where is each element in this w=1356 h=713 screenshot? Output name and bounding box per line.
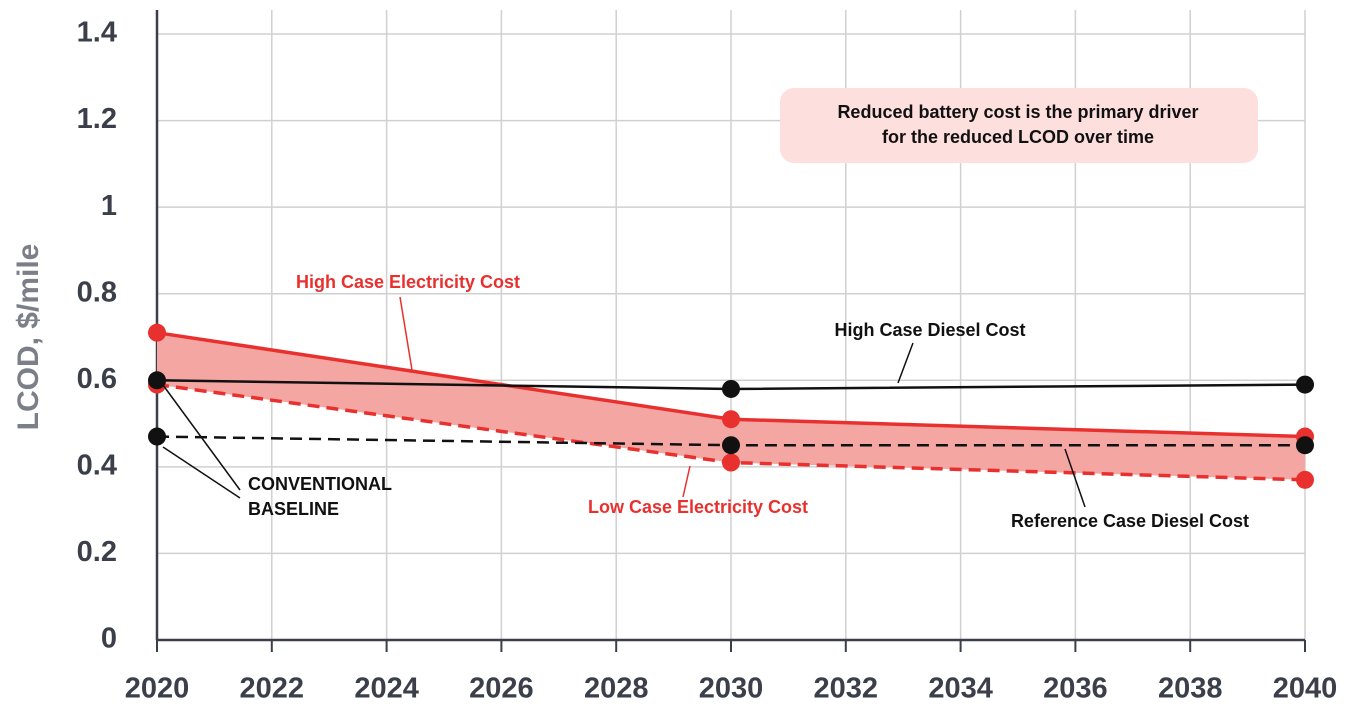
x-tick-label: 2040 (1273, 673, 1338, 705)
point (722, 453, 740, 472)
cost-band (157, 332, 1305, 480)
series-label: Reference Case Diesel Cost (1011, 511, 1249, 531)
y-tick-label: 0.6 (77, 363, 117, 395)
annotation: Reduced battery cost is the primary driv… (837, 102, 1198, 122)
x-tick-label: 2032 (814, 673, 879, 705)
leader-line (162, 446, 241, 499)
leader-line (897, 342, 914, 384)
point (722, 436, 740, 455)
x-tick-label: 2026 (469, 673, 534, 705)
series-label: Low Case Electricity Cost (588, 497, 808, 517)
y-tick-label: 1.2 (77, 103, 117, 135)
x-tick-label: 2036 (1043, 673, 1108, 705)
leader-line (682, 465, 691, 498)
point (1296, 436, 1314, 455)
callout-box (780, 88, 1258, 163)
x-tick-label: 2034 (928, 673, 993, 705)
x-tick-label: 2024 (354, 673, 419, 705)
y-tick-label: 0.4 (77, 450, 117, 482)
annotation: BASELINE (248, 499, 339, 519)
y-tick-label: 0.2 (77, 536, 117, 568)
point (148, 427, 166, 446)
leader-line (162, 384, 241, 491)
series-label: High Case Diesel Cost (834, 320, 1025, 340)
y-tick-label: 1 (101, 190, 117, 222)
leader-line (399, 296, 413, 371)
x-tick-label: 2038 (1158, 673, 1223, 705)
y-tick-label: 0.8 (77, 276, 117, 308)
series-label: High Case Electricity Cost (296, 272, 520, 292)
point (1296, 470, 1314, 489)
annotation: for the reduced LCOD over time (882, 127, 1154, 147)
annotation: CONVENTIONAL (248, 474, 392, 494)
point (148, 323, 166, 342)
x-tick-label: 2020 (125, 673, 190, 705)
y-tick-label: 1.4 (77, 17, 117, 49)
point (148, 371, 166, 390)
point (722, 379, 740, 398)
leader-line (1064, 448, 1086, 508)
x-tick-label: 2028 (584, 673, 649, 705)
x-tick-label: 2022 (240, 673, 305, 705)
y-tick-label: 0 (101, 623, 117, 655)
x-tick-label: 2030 (699, 673, 764, 705)
point (1296, 375, 1314, 394)
point (722, 410, 740, 429)
y-axis-label: LCOD, $/mile (12, 244, 45, 431)
